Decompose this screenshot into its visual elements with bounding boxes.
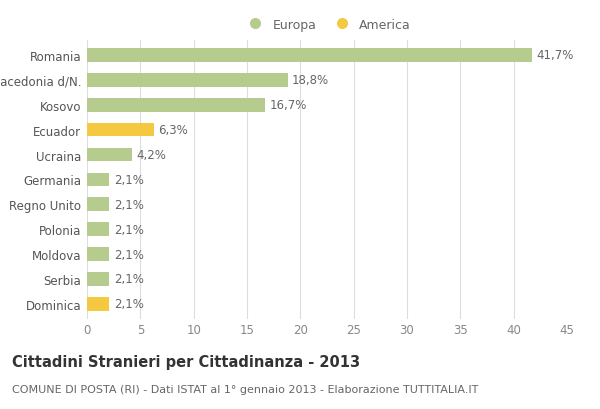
Bar <box>87 272 109 286</box>
Bar <box>87 49 532 63</box>
Bar <box>87 198 109 211</box>
Bar <box>87 74 287 88</box>
Text: 2,1%: 2,1% <box>113 298 143 310</box>
Text: 2,1%: 2,1% <box>113 273 143 286</box>
Text: Cittadini Stranieri per Cittadinanza - 2013: Cittadini Stranieri per Cittadinanza - 2… <box>12 354 360 369</box>
Bar <box>87 297 109 311</box>
Bar <box>87 99 265 112</box>
Bar <box>87 148 132 162</box>
Bar <box>87 173 109 187</box>
Legend: Europa, America: Europa, America <box>238 14 416 37</box>
Text: 2,1%: 2,1% <box>113 248 143 261</box>
Text: COMUNE DI POSTA (RI) - Dati ISTAT al 1° gennaio 2013 - Elaborazione TUTTITALIA.I: COMUNE DI POSTA (RI) - Dati ISTAT al 1° … <box>12 384 478 393</box>
Bar <box>87 223 109 236</box>
Text: 16,7%: 16,7% <box>269 99 307 112</box>
Bar <box>87 247 109 261</box>
Text: 2,1%: 2,1% <box>113 198 143 211</box>
Text: 18,8%: 18,8% <box>292 74 329 87</box>
Text: 2,1%: 2,1% <box>113 173 143 187</box>
Text: 4,2%: 4,2% <box>136 148 166 162</box>
Text: 2,1%: 2,1% <box>113 223 143 236</box>
Text: 6,3%: 6,3% <box>158 124 188 137</box>
Bar <box>87 124 154 137</box>
Text: 41,7%: 41,7% <box>536 49 574 62</box>
